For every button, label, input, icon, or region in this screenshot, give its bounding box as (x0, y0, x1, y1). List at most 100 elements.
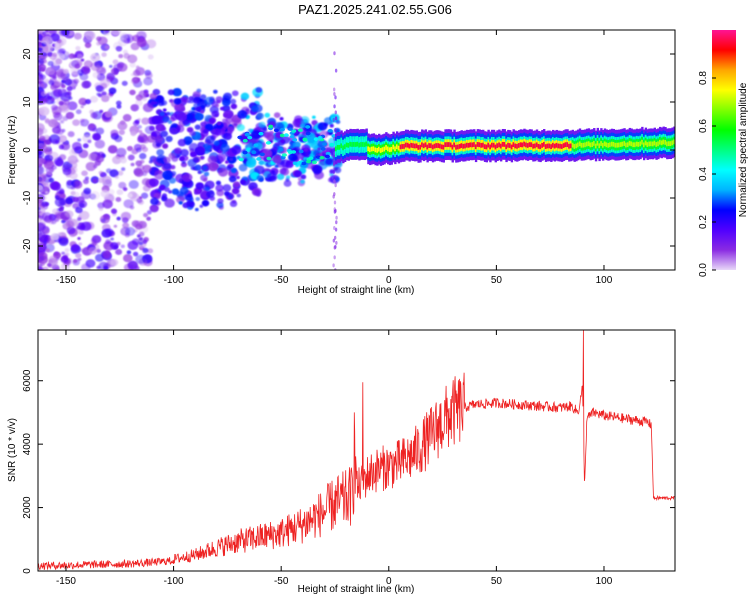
heatmap-ridge-cell (537, 143, 541, 149)
heatmap-cell (333, 245, 336, 250)
heatmap-cell (268, 124, 274, 129)
heatmap-cell (63, 99, 70, 105)
heatmap-cell (106, 246, 112, 252)
heatmap-cell (324, 154, 330, 159)
heatmap-cell (224, 133, 232, 140)
heatmap-cell (335, 240, 338, 245)
heatmap-cell (199, 204, 204, 208)
heatmap-cell (175, 125, 185, 133)
heatmap-ridge-cell (569, 143, 573, 149)
heatmap-cell (182, 202, 190, 209)
heatmap-ridge-cell (528, 142, 532, 147)
heatmap-cell (38, 74, 43, 80)
heatmap-cell (200, 121, 207, 128)
heatmap-cell (179, 156, 185, 161)
heatmap-cell (108, 87, 117, 95)
heatmap-ridge-cell (546, 143, 549, 149)
heatmap-ridge-cell (378, 146, 381, 152)
heatmap-cell (200, 94, 207, 100)
heatmap-cell (101, 91, 107, 97)
heatmap-cell (304, 148, 308, 152)
heatmap-cell (272, 154, 283, 164)
heatmap-ridge-cell (669, 141, 673, 147)
heatmap-ridge-cell (431, 144, 435, 150)
heatmap-cell (271, 170, 276, 174)
heatmap-ridge-cell (358, 142, 361, 148)
heatmap-cell (115, 197, 122, 203)
heatmap-cell (130, 104, 138, 111)
heatmap-ridge-cell (356, 141, 359, 147)
heatmap-ridge-cell (374, 147, 377, 153)
heatmap-cell (67, 131, 75, 138)
heatmap-cell (266, 133, 275, 141)
heatmap-ridge-cell (568, 143, 571, 149)
heatmap-ridge-cell (462, 143, 465, 149)
heatmap-cell (271, 146, 278, 152)
heatmap-cell (74, 63, 81, 69)
heatmap-ridge-cell (361, 142, 365, 147)
heatmap-ridge-cell (628, 140, 632, 146)
heatmap-ridge-cell (614, 142, 617, 148)
heatmap-ridge-cell (658, 139, 662, 145)
heatmap-cell (327, 129, 333, 133)
heatmap-cell (90, 95, 99, 103)
heatmap-cell (58, 189, 65, 195)
heatmap-cell (236, 124, 245, 132)
heatmap-ridge-cell (415, 143, 419, 149)
heatmap-cell (84, 176, 90, 181)
heatmap-cell (61, 137, 67, 142)
heatmap-ridge-cell (435, 143, 438, 148)
heatmap-ridge-cell (637, 142, 640, 147)
heatmap-cell (332, 263, 335, 268)
heatmap-cell (230, 103, 238, 110)
heatmap-ridge-cell (369, 147, 372, 153)
heatmap-cell (101, 175, 112, 185)
heatmap-ridge-cell (666, 141, 669, 147)
heatmap-ridge-cell (370, 146, 374, 152)
spectrogram-y-axis-label: Frequency (Hz) (7, 116, 18, 185)
heatmap-cell (80, 58, 85, 62)
heatmap-cell (135, 94, 143, 101)
heatmap-cell (333, 166, 342, 174)
heatmap-cell (175, 195, 185, 204)
heatmap-ridge-cell (673, 139, 675, 145)
heatmap-cell (42, 35, 53, 46)
colorbar-label: Normalized spectral amplitude (738, 82, 749, 217)
heatmap-cell (135, 254, 146, 264)
heatmap-ridge-cell (601, 142, 605, 148)
heatmap-cell (149, 92, 158, 100)
heatmap-cell (51, 104, 58, 111)
heatmap-ridge-cell (482, 142, 485, 148)
snr-frame (37, 329, 676, 572)
heatmap-ridge-cell (551, 142, 555, 148)
heatmap-cell (116, 104, 122, 109)
heatmap-cell (51, 100, 56, 105)
heatmap-ridge-cell (560, 144, 564, 149)
heatmap-ridge-cell (351, 142, 354, 147)
heatmap-ridge-cell (489, 144, 492, 150)
heatmap-ridge-cell (557, 143, 560, 149)
heatmap-cell (43, 240, 47, 245)
heatmap-ridge-cell (505, 144, 508, 150)
heatmap-cell (168, 189, 173, 194)
heatmap-cell (256, 157, 262, 161)
heatmap-cell (71, 141, 82, 151)
colorbar-ticks: 0.0 0.2 0.4 0.6 0.8 (698, 71, 716, 277)
heatmap-cell (113, 224, 118, 228)
heatmap-cell (82, 66, 90, 73)
chart-title: PAZ1.2025.241.02.55.G06 (298, 2, 452, 17)
y-tick-label: 6000 (22, 369, 33, 392)
heatmap-cell (38, 266, 42, 270)
heatmap-ridge-cell (465, 142, 469, 148)
heatmap-ridge-cell (501, 141, 505, 147)
heatmap-cell (332, 162, 336, 167)
heatmap-ridge-cell (623, 141, 626, 146)
heatmap-cell (73, 191, 80, 198)
snr-x-ticks: -150 -100 -50 0 50 100 (56, 330, 613, 587)
heatmap-cell (63, 69, 69, 75)
heatmap-cell (334, 227, 338, 232)
heatmap-cell (77, 236, 81, 240)
heatmap-cell (154, 170, 165, 180)
heatmap-cell (159, 111, 165, 117)
